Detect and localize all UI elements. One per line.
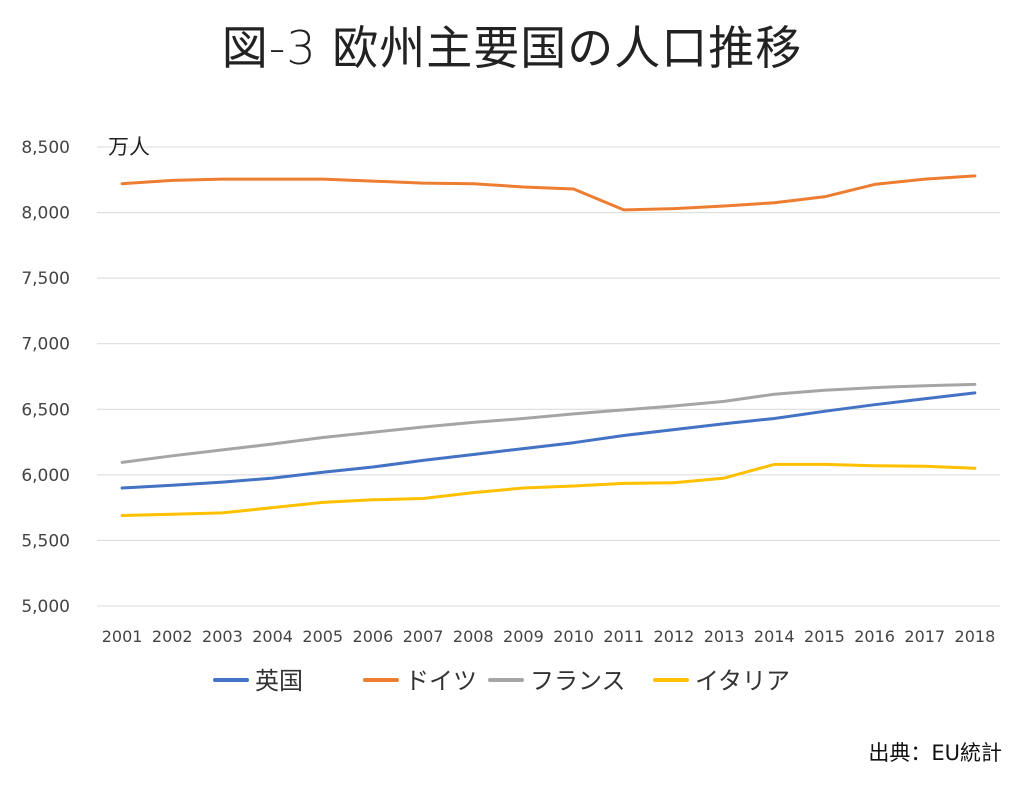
y-axis-ticks: 5,000 5,500 6,000 6,500 7,000 7,500 8,000 8,500	[21, 138, 70, 617]
x-tick-label: 2002	[152, 627, 193, 646]
series-line	[120, 391, 977, 490]
x-tick-label: 2014	[754, 627, 795, 646]
x-tick-label: 2017	[904, 627, 945, 646]
legend-label: フランス	[530, 667, 626, 695]
chart-title: 図-3 欧州主要国の人口推移	[221, 21, 803, 75]
x-tick-label: 2008	[453, 627, 494, 646]
x-tick-label: 2001	[102, 627, 143, 646]
y-tick-label: 7,500	[21, 269, 70, 289]
y-tick-label: 5,000	[21, 597, 70, 617]
x-tick-label: 2012	[654, 627, 695, 646]
series-line	[120, 174, 977, 212]
x-tick-label: 2013	[704, 627, 745, 646]
y-unit-label: 万人	[108, 135, 150, 159]
x-tick-label: 2004	[252, 627, 293, 646]
y-tick-label: 8,000	[21, 204, 70, 224]
x-tick-label: 2005	[302, 627, 343, 646]
x-tick-label: 2009	[503, 627, 544, 646]
x-tick-label: 2015	[804, 627, 845, 646]
x-tick-label: 2003	[202, 627, 243, 646]
series-line	[120, 462, 977, 517]
x-tick-label: 2006	[353, 627, 394, 646]
x-tick-label: 2007	[403, 627, 444, 646]
y-tick-label: 6,500	[21, 400, 70, 420]
series-line	[120, 382, 977, 464]
legend-label: 英国	[255, 667, 303, 695]
x-tick-label: 2018	[955, 627, 996, 646]
y-tick-label: 8,500	[21, 138, 70, 158]
x-tick-label: 2011	[603, 627, 644, 646]
legend-label: イタリア	[695, 667, 790, 695]
series-lines	[120, 174, 977, 517]
y-tick-label: 7,000	[21, 335, 70, 355]
y-tick-label: 5,500	[21, 531, 70, 551]
source-note: 出典：EU統計	[868, 741, 1002, 765]
x-tick-label: 2016	[854, 627, 895, 646]
x-axis-ticks: 2001 2002 2003 2004 2005 2006 2007 2008 2009 2010…	[102, 627, 996, 646]
legend-label: ドイツ	[405, 667, 477, 695]
y-tick-label: 6,000	[21, 466, 70, 486]
x-tick-label: 2010	[553, 627, 594, 646]
gridlines	[97, 146, 1000, 607]
legend: 英国 ドイツ フランス イタリア	[213, 667, 790, 695]
